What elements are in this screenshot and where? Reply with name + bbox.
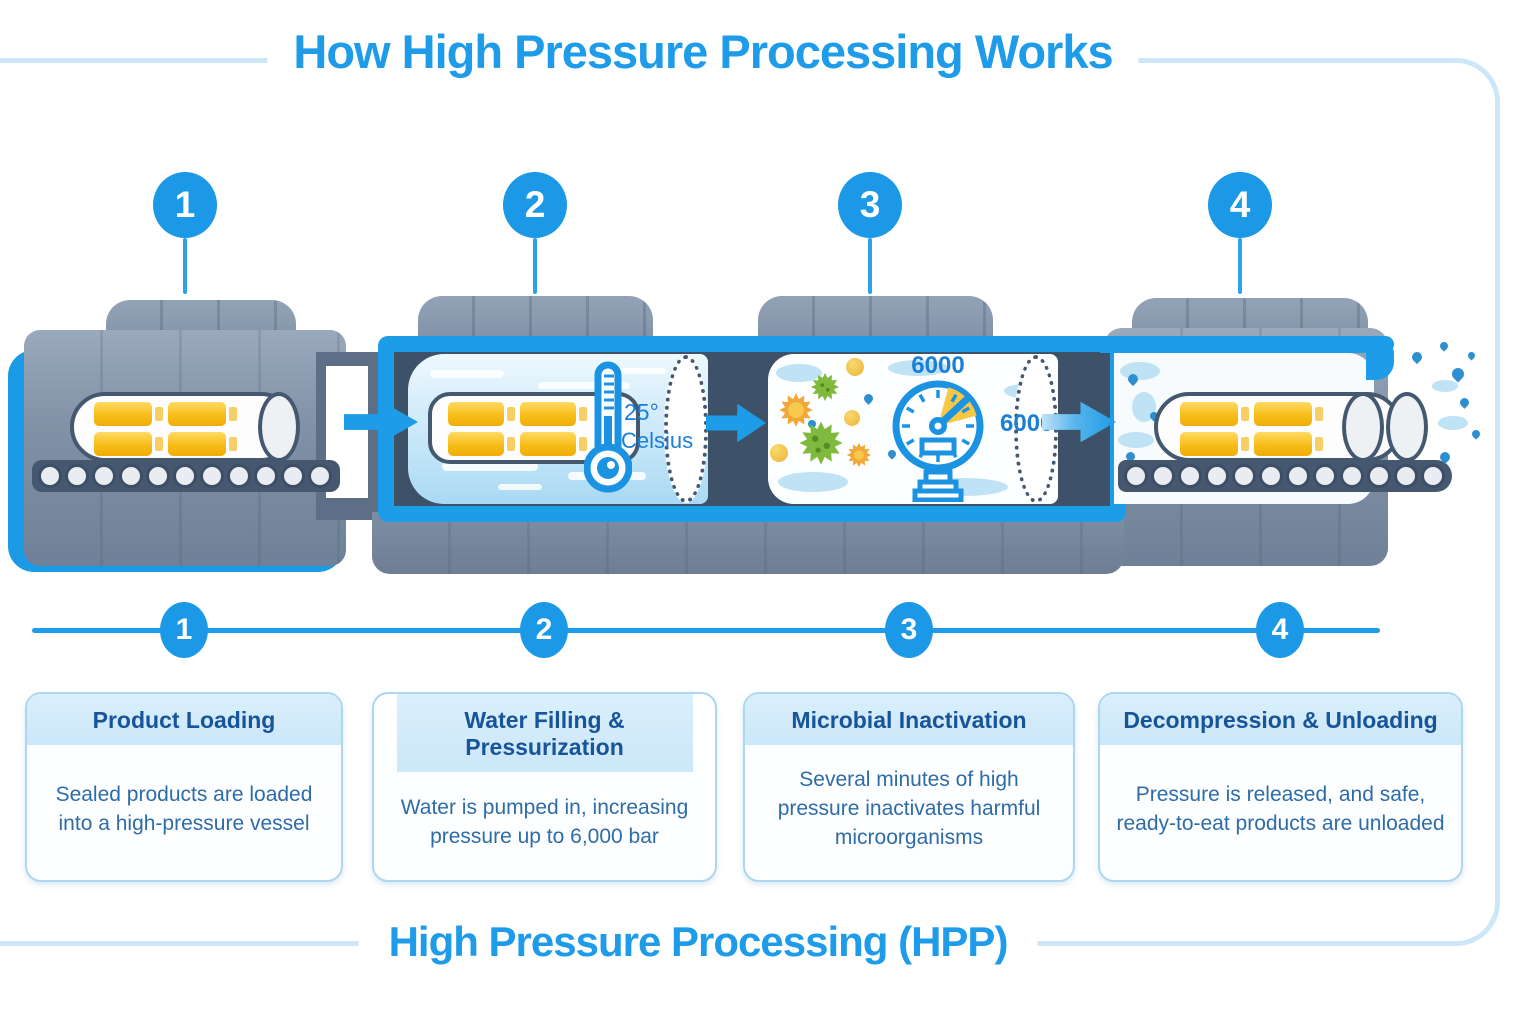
conveyor-roller (92, 464, 116, 488)
sun-microbe-icon (846, 442, 872, 468)
microbe-icon (810, 372, 840, 402)
connector-line (533, 238, 537, 294)
product-package (168, 402, 237, 426)
vessel-opening (1386, 392, 1428, 462)
microbe-dot (844, 410, 860, 426)
conveyor-roller (1340, 464, 1364, 488)
card-title: Decompression & Unloading (1100, 694, 1461, 746)
microbe-icon (799, 421, 843, 465)
step-marker-3: 3 (838, 172, 902, 238)
conveyor-roller (1151, 464, 1175, 488)
connector-line (1238, 238, 1242, 294)
product-package (1254, 432, 1323, 456)
product-package (94, 402, 163, 426)
product-package (1180, 402, 1249, 426)
conveyor-roller (1205, 464, 1229, 488)
conveyor-roller (1313, 464, 1337, 488)
conveyor-roller (1394, 464, 1418, 488)
step-marker-2: 2 (503, 172, 567, 238)
card-title: Microbial Inactivation (745, 694, 1073, 746)
conveyor-roller (1367, 464, 1391, 488)
pressure-vessel-frame-cap (1366, 336, 1394, 380)
water-streak (618, 368, 666, 374)
timeline-marker-4: 4 (1256, 602, 1304, 658)
product-package (94, 432, 163, 456)
step-card-product-loading: Product Loading Sealed products are load… (25, 692, 343, 882)
step-marker-1: 1 (153, 172, 217, 238)
conveyor-roller (173, 464, 197, 488)
card-description: Sealed products are loaded into a high-p… (55, 782, 313, 835)
card-title: Product Loading (27, 694, 341, 746)
conveyor-roller (1421, 464, 1445, 488)
water-splash (1438, 416, 1468, 430)
water-splash (1118, 432, 1154, 448)
conveyor-roller (1259, 464, 1283, 488)
conveyor-roller (254, 464, 278, 488)
water-streak (430, 370, 504, 378)
timeline-marker-3: 3 (885, 602, 933, 658)
sun-microbe-icon (779, 393, 813, 427)
vessel-opening (258, 392, 300, 462)
card-description: Several minutes of high pressure inactiv… (777, 768, 1041, 850)
pressure-vessel-frame-top (1100, 336, 1394, 353)
conveyor-roller (1124, 464, 1148, 488)
water-splash (1120, 362, 1160, 380)
product-package (1254, 402, 1323, 426)
vessel-base (372, 512, 1124, 574)
conveyor-roller (200, 464, 224, 488)
conveyor-roller (1286, 464, 1310, 488)
conveyor-roller (65, 464, 89, 488)
microbe-dot (770, 444, 788, 462)
timeline (32, 628, 1380, 633)
product-package (168, 432, 237, 456)
page-title: How High Pressure Processing Works (267, 24, 1139, 79)
product-package (520, 432, 587, 456)
step-card-microbial-inactivation: Microbial Inactivation Several minutes o… (743, 692, 1075, 882)
conveyor-roller (119, 464, 143, 488)
conveyor-roller (146, 464, 170, 488)
water-splash (888, 360, 948, 376)
water-streak (442, 462, 538, 471)
water-splash (778, 472, 848, 492)
conveyor-roller (38, 464, 62, 488)
timeline-marker-2: 2 (520, 602, 568, 658)
step-card-water-filling: Water Filling & Pressurization Water is … (372, 692, 717, 882)
product-package (448, 402, 515, 426)
water-splash (776, 364, 822, 382)
step-card-decompression: Decompression & Unloading Pressure is re… (1098, 692, 1463, 882)
product-package (448, 432, 515, 456)
temperature-value: 25° (624, 399, 659, 425)
vessel-opening (1342, 392, 1384, 462)
timeline-marker-1: 1 (160, 602, 208, 658)
water-splash (1432, 380, 1458, 392)
thermometer-icon (584, 361, 632, 493)
card-description: Water is pumped in, increasing pressure … (400, 796, 689, 849)
footer-title: High Pressure Processing (HPP) (358, 918, 1038, 966)
water-streak (538, 382, 630, 389)
water-splash (862, 392, 875, 405)
conveyor-roller (1232, 464, 1256, 488)
product-package (520, 402, 587, 426)
card-title: Water Filling & Pressurization (396, 694, 693, 773)
card-description: Pressure is released, and safe, ready-to… (1116, 782, 1445, 835)
pressure-gauge-icon (892, 380, 984, 502)
microbe-dot (846, 358, 864, 376)
step-marker-4: 4 (1208, 172, 1272, 238)
connector-line (868, 238, 872, 294)
conveyor-roller (227, 464, 251, 488)
gauge-value-label: 6000 (911, 352, 965, 379)
conveyor-roller (281, 464, 305, 488)
temperature-unit: Celsius (621, 428, 694, 453)
water-streak (498, 484, 542, 490)
product-package (1180, 432, 1249, 456)
conveyor-roller (1178, 464, 1202, 488)
connector-line (183, 238, 187, 294)
conveyor-roller (308, 464, 332, 488)
